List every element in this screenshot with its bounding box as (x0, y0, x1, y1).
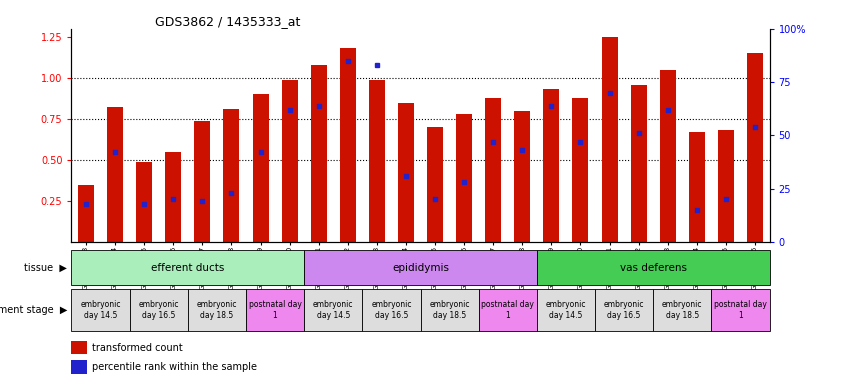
Bar (107, 108, 123, 242)
Bar (689, 132, 705, 242)
Text: embryonic
day 18.5: embryonic day 18.5 (197, 300, 237, 320)
Bar (718, 131, 734, 242)
Bar (188, 289, 246, 331)
Bar (659, 70, 675, 242)
Bar (71, 341, 87, 354)
Bar (537, 289, 595, 331)
Bar (246, 289, 304, 331)
Bar (166, 152, 182, 242)
Bar (71, 289, 130, 331)
Text: postnatal day
1: postnatal day 1 (714, 300, 767, 320)
Text: postnatal day
1: postnatal day 1 (249, 300, 302, 320)
Text: embryonic
day 14.5: embryonic day 14.5 (546, 300, 586, 320)
Bar (130, 289, 188, 331)
Bar (362, 289, 420, 331)
Bar (71, 250, 304, 285)
Bar (369, 79, 385, 242)
Bar (456, 114, 472, 242)
Bar (310, 65, 326, 242)
Text: postnatal day
1: postnatal day 1 (481, 300, 534, 320)
Bar (420, 289, 479, 331)
Bar (537, 250, 770, 285)
Bar (398, 103, 414, 242)
Text: embryonic
day 16.5: embryonic day 16.5 (139, 300, 179, 320)
Bar (653, 289, 711, 331)
Text: development stage  ▶: development stage ▶ (0, 305, 67, 315)
Text: embryonic
day 14.5: embryonic day 14.5 (81, 300, 121, 320)
Bar (136, 162, 152, 242)
Bar (224, 109, 240, 242)
Bar (485, 98, 501, 242)
Bar (78, 185, 94, 242)
Text: embryonic
day 14.5: embryonic day 14.5 (313, 300, 353, 320)
Text: embryonic
day 16.5: embryonic day 16.5 (371, 300, 411, 320)
Bar (515, 111, 531, 242)
Bar (747, 53, 763, 242)
Bar (711, 289, 770, 331)
Bar (601, 37, 617, 242)
Text: efferent ducts: efferent ducts (151, 263, 225, 273)
Bar (340, 48, 356, 242)
Bar (71, 360, 87, 374)
Bar (543, 89, 559, 242)
Text: transformed count: transformed count (93, 343, 183, 353)
Bar (304, 289, 362, 331)
Text: vas deferens: vas deferens (620, 263, 687, 273)
Text: percentile rank within the sample: percentile rank within the sample (93, 362, 257, 372)
Bar (282, 79, 298, 242)
Bar (595, 289, 653, 331)
Bar (304, 250, 537, 285)
Bar (573, 98, 589, 242)
Text: GDS3862 / 1435333_at: GDS3862 / 1435333_at (156, 15, 300, 28)
Bar (194, 121, 210, 242)
Bar (631, 84, 647, 242)
Text: embryonic
day 18.5: embryonic day 18.5 (662, 300, 702, 320)
Text: epididymis: epididymis (392, 263, 449, 273)
Text: embryonic
day 18.5: embryonic day 18.5 (430, 300, 470, 320)
Bar (252, 94, 268, 242)
Bar (427, 127, 443, 242)
Bar (479, 289, 537, 331)
Text: embryonic
day 16.5: embryonic day 16.5 (604, 300, 644, 320)
Text: tissue  ▶: tissue ▶ (24, 263, 67, 273)
